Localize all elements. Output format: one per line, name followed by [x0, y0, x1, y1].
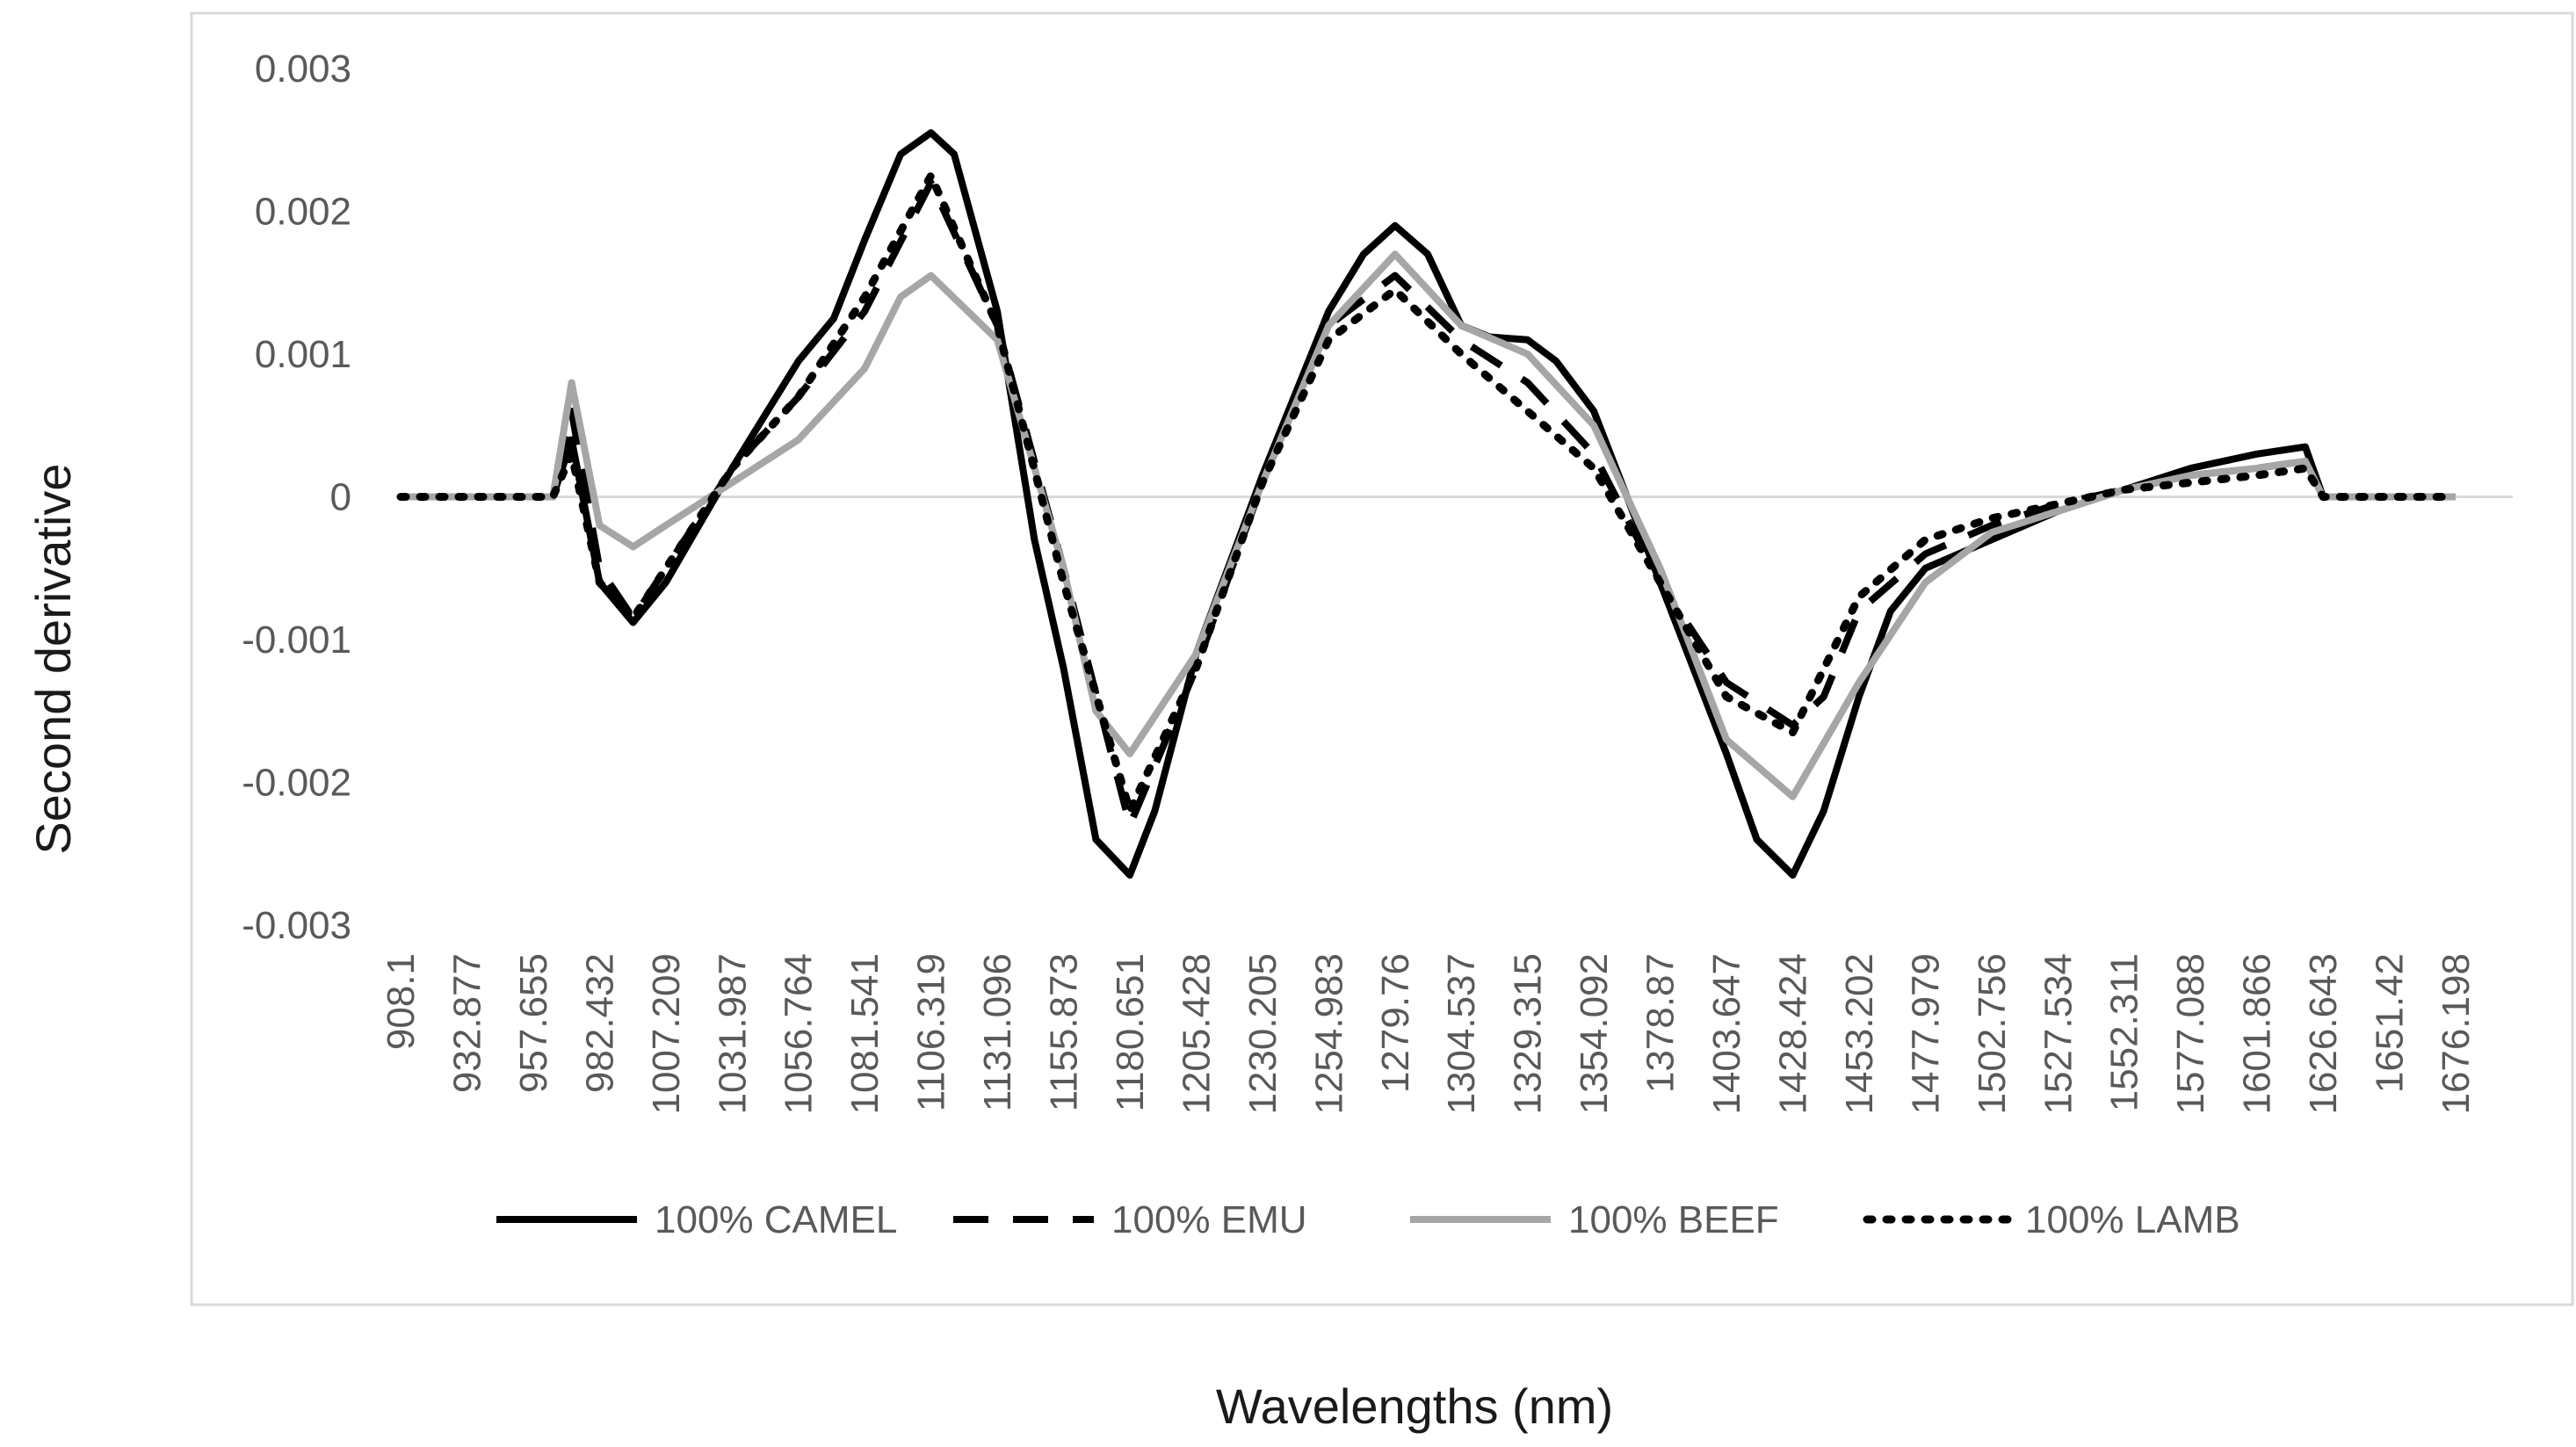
x-tick-label: 1378.87 [1639, 953, 1682, 1093]
x-tick-label: 1552.311 [2103, 953, 2146, 1111]
x-tick-label: 1601.866 [2236, 953, 2279, 1115]
x-tick-label: 982.432 [578, 953, 621, 1093]
x-axis-ticks: 908.1 932.877 957.655 982.432 1007.209 1031.9… [380, 953, 2478, 1115]
x-tick-label: 1205.428 [1175, 953, 1218, 1115]
x-tick-label: 1428.424 [1771, 953, 1814, 1115]
x-axis-title: Wavelengths (nm) [1216, 1378, 1613, 1434]
y-axis-title: Second derivative [25, 463, 81, 854]
x-tick-label: 1651.42 [2369, 953, 2412, 1093]
x-tick-label: 908.1 [380, 953, 423, 1050]
series-line-lamb [396, 171, 2460, 815]
y-tick-label: -0.001 [242, 619, 351, 662]
y-tick-label: -0.002 [242, 762, 351, 805]
legend-label: 100% BEEF [1568, 1198, 1779, 1241]
x-tick-label: 1279.76 [1374, 953, 1417, 1093]
y-tick-label: 0.001 [255, 333, 351, 376]
x-tick-label: 1577.088 [2169, 953, 2212, 1115]
legend-label: 100% EMU [1111, 1198, 1307, 1241]
x-tick-label: 1131.096 [976, 953, 1019, 1111]
x-tick-label: 1626.643 [2302, 953, 2345, 1115]
series-lines [396, 129, 2460, 879]
legend: 100% CAMEL 100% EMU 100% BEEF 100% LAMB [496, 1198, 2240, 1241]
x-tick-label: 1477.979 [1904, 953, 1947, 1115]
x-tick-label: 1007.209 [645, 953, 688, 1115]
x-tick-label: 1230.205 [1241, 953, 1284, 1115]
x-tick-label: 1031.987 [711, 953, 754, 1115]
x-tick-label: 1254.983 [1307, 953, 1350, 1115]
legend-label: 100% LAMB [2025, 1198, 2240, 1241]
x-tick-label: 1329.315 [1507, 953, 1550, 1115]
x-tick-label: 1081.541 [843, 953, 886, 1115]
y-tick-label: -0.003 [242, 904, 351, 947]
chart-frame [190, 11, 2574, 1306]
y-tick-label: 0.002 [255, 191, 351, 234]
y-tick-label: 0 [330, 476, 351, 519]
legend-label: 100% CAMEL [655, 1198, 897, 1241]
x-tick-label: 1453.202 [1838, 953, 1881, 1115]
x-tick-label: 1403.647 [1705, 953, 1748, 1115]
y-tick-label: 0.003 [255, 47, 351, 90]
x-tick-label: 1106.319 [910, 953, 953, 1111]
x-tick-label: 932.877 [445, 953, 488, 1093]
x-tick-label: 1155.873 [1043, 953, 1086, 1111]
x-tick-label: 1354.092 [1573, 953, 1616, 1115]
series-line-emu [401, 179, 2456, 829]
x-tick-label: 1180.651 [1109, 953, 1152, 1111]
x-tick-label: 1676.198 [2435, 953, 2478, 1115]
x-tick-label: 1056.764 [778, 953, 821, 1115]
y-axis-ticks: 0.003 0.002 0.001 0 -0.001 -0.002 -0.003 [242, 47, 351, 947]
x-tick-label: 1527.534 [2037, 953, 2080, 1115]
x-tick-label: 957.655 [512, 953, 555, 1093]
x-tick-label: 1502.756 [1971, 953, 2014, 1115]
x-tick-label: 1304.537 [1440, 953, 1483, 1115]
